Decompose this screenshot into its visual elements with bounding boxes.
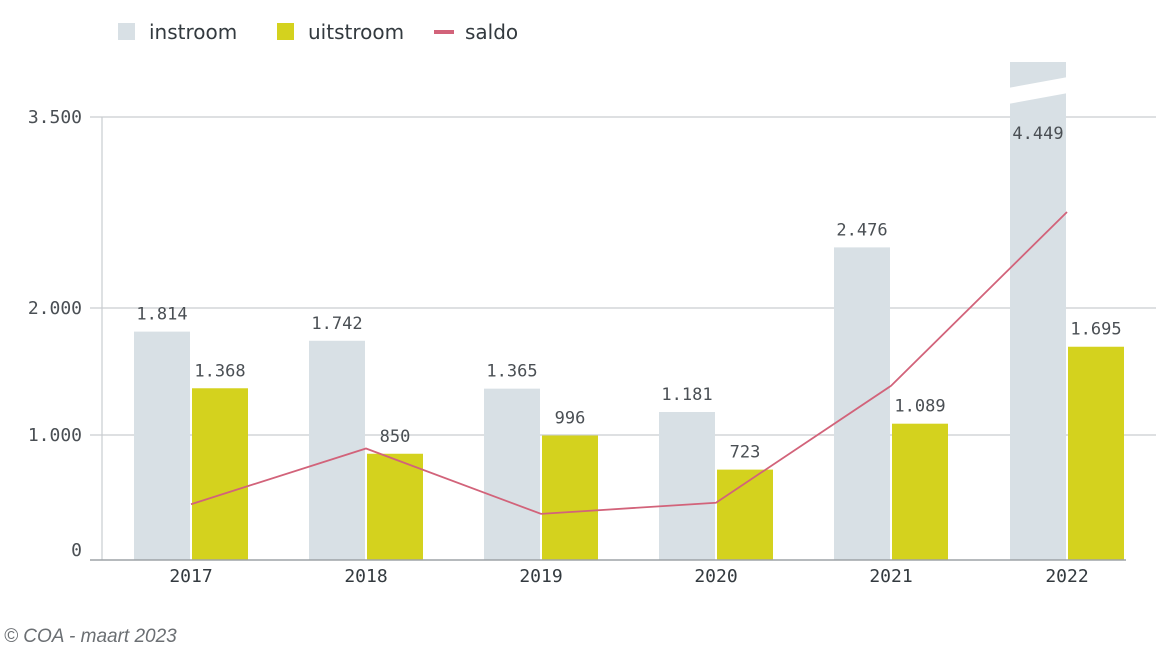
data-label-uitstroom-2019: 996 xyxy=(555,409,586,429)
bar-uitstroom-2018 xyxy=(367,453,423,560)
x-tick-label: 2018 xyxy=(344,566,387,587)
x-tick-label: 2020 xyxy=(694,566,737,587)
bar-instroom-2022 xyxy=(1010,62,1066,560)
axes: 0 1.000 2.000 3.500 2017 2018 2019 2020 2021 2022 xyxy=(28,107,1126,587)
legend: instroom uitstroom saldo xyxy=(118,20,518,44)
x-tick-label: 2017 xyxy=(169,566,212,587)
bar-uitstroom-2020 xyxy=(717,469,773,560)
bar-uitstroom-2017 xyxy=(192,388,248,560)
bar-instroom-2017 xyxy=(134,331,190,560)
x-tick-label: 2019 xyxy=(519,566,562,587)
data-label-uitstroom-2021: 1.089 xyxy=(894,397,945,417)
data-label-instroom-2017: 1.814 xyxy=(136,305,187,325)
bar-instroom-2020 xyxy=(659,412,715,560)
x-tick-label: 2021 xyxy=(869,566,912,587)
data-label-instroom-2020: 1.181 xyxy=(661,385,712,405)
bar-instroom-2018 xyxy=(309,340,365,560)
saldo-line xyxy=(190,211,1068,515)
axis-break-mark xyxy=(1008,77,1068,104)
legend-swatch-uitstroom xyxy=(277,23,294,40)
y-tick-label: 2.000 xyxy=(28,298,82,319)
legend-label-saldo: saldo xyxy=(465,20,518,44)
data-label-uitstroom-2017: 1.368 xyxy=(194,361,245,381)
bar-uitstroom-2019 xyxy=(542,435,598,560)
data-labels: 1.814 1.368 1.742 850 1.365 996 1.181 723 2.476 1… xyxy=(136,124,1121,463)
bar-uitstroom-2022 xyxy=(1068,346,1124,560)
bar-instroom-2021 xyxy=(834,247,890,560)
data-label-uitstroom-2018: 850 xyxy=(380,427,411,447)
legend-swatch-instroom xyxy=(118,23,135,40)
data-label-instroom-2018: 1.742 xyxy=(311,314,362,334)
y-tick-label: 1.000 xyxy=(28,425,82,446)
legend-label-instroom: instroom xyxy=(149,20,237,44)
source-note: © COA - maart 2023 xyxy=(4,626,177,647)
data-label-instroom-2019: 1.365 xyxy=(486,362,537,382)
data-label-uitstroom-2020: 723 xyxy=(730,443,761,463)
x-tick-label: 2022 xyxy=(1045,566,1088,587)
bar-uitstroom-2021 xyxy=(892,423,948,560)
data-label-uitstroom-2022: 1.695 xyxy=(1070,320,1121,340)
legend-label-uitstroom: uitstroom xyxy=(308,20,404,44)
y-tick-label: 3.500 xyxy=(28,107,82,128)
y-tick-label: 0 xyxy=(71,540,82,561)
data-label-instroom-2021: 2.476 xyxy=(836,220,887,240)
data-label-instroom-2022: 4.449 xyxy=(1012,124,1063,144)
gridlines xyxy=(90,116,1156,436)
bar-instroom-2019 xyxy=(484,388,540,560)
legend-swatch-saldo xyxy=(434,30,454,34)
saldo-line-group xyxy=(190,211,1068,515)
bars xyxy=(134,62,1124,560)
